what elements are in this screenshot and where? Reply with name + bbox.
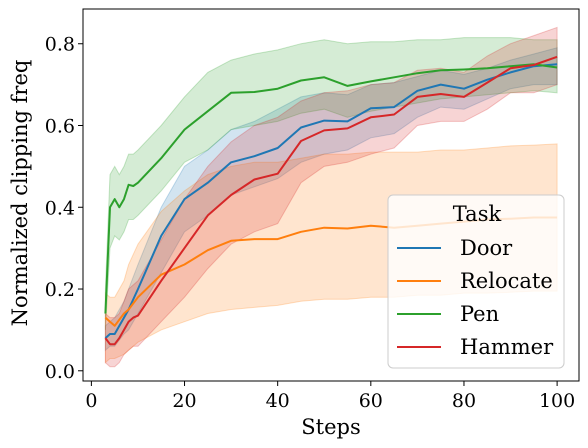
y-axis-ticks: 0.0 0.2 0.4 0.6 0.8 bbox=[45, 34, 83, 383]
y-axis-label: Normalized clipping freq bbox=[8, 60, 32, 327]
legend-label-pen: Pen bbox=[460, 302, 499, 326]
y-tick-label: 0.2 bbox=[45, 279, 75, 301]
x-tick-label: 20 bbox=[172, 390, 196, 412]
x-axis-label: Steps bbox=[301, 415, 360, 439]
line-hammer bbox=[104, 55, 558, 346]
x-axis-ticks: 0 20 40 60 80 100 bbox=[85, 381, 575, 412]
line-pen bbox=[104, 63, 558, 314]
band-pen bbox=[104, 37, 558, 330]
plot-area-frame bbox=[82, 8, 580, 382]
x-tick-label: 100 bbox=[539, 390, 575, 412]
legend-label-relocate: Relocate bbox=[460, 269, 553, 293]
x-tick-label: 80 bbox=[452, 390, 476, 412]
x-tick-label: 40 bbox=[266, 390, 290, 412]
legend-title: Task bbox=[453, 202, 502, 226]
y-tick-label: 0.6 bbox=[45, 116, 75, 138]
band-door bbox=[104, 47, 558, 352]
y-tick-label: 0.8 bbox=[45, 34, 75, 56]
x-tick-label: 0 bbox=[85, 390, 97, 412]
y-tick-label: 0.0 bbox=[45, 361, 75, 383]
legend-box bbox=[387, 194, 565, 369]
legend-label-hammer: Hammer bbox=[460, 335, 554, 359]
y-tick-label: 0.4 bbox=[45, 197, 75, 219]
x-tick-label: 60 bbox=[359, 390, 383, 412]
legend: Task Door Relocate Pen Hammer bbox=[387, 194, 565, 369]
legend-label-door: Door bbox=[460, 236, 513, 260]
